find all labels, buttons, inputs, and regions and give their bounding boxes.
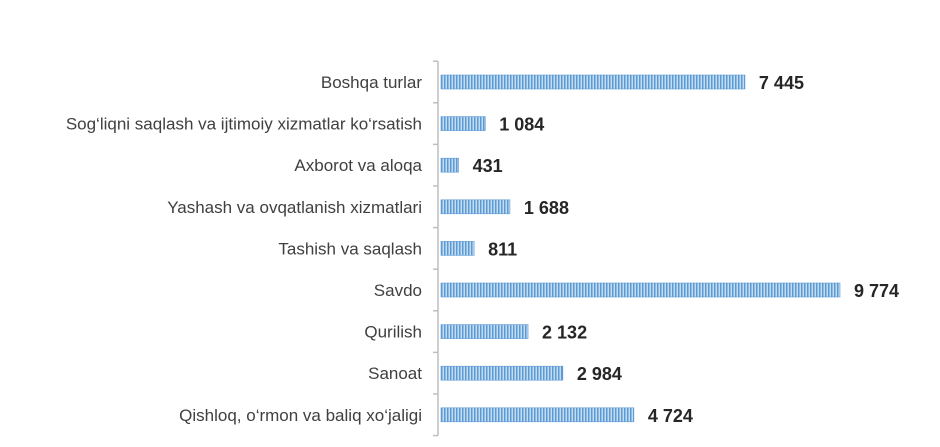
category-label: Sog‘liqni saqlash va ijtimoiy xizmatlar … <box>66 115 422 134</box>
value-label: 431 <box>473 156 503 176</box>
value-labels: 7 445 1 084 431 1 688 811 9 774 2 132 2 984 4 72… <box>473 73 899 426</box>
value-label: 2 984 <box>577 364 622 384</box>
category-label: Qishloq, o‘rmon va baliq xo‘jaligi <box>179 406 422 425</box>
category-label: Sanoat <box>368 364 422 383</box>
bar <box>440 241 475 256</box>
bar <box>440 116 486 131</box>
category-label: Savdo <box>374 281 422 300</box>
value-label: 2 132 <box>542 323 587 343</box>
value-label: 4 724 <box>648 406 693 426</box>
category-label: Tashish va saqlash <box>278 239 422 258</box>
category-label: Qurilish <box>364 323 422 342</box>
value-label: 811 <box>488 239 517 259</box>
category-label: Boshqa turlar <box>321 73 422 92</box>
category-label: Yashash va ovqatlanish xizmatlari <box>167 198 422 217</box>
category-labels: Boshqa turlar Sog‘liqni saqlash va ijtimo… <box>66 73 423 425</box>
bar <box>440 282 841 298</box>
bars <box>440 74 841 423</box>
value-label: 1 084 <box>499 115 544 135</box>
bar <box>440 74 746 90</box>
bar <box>440 199 511 215</box>
value-label: 9 774 <box>854 281 899 301</box>
value-label: 7 445 <box>759 73 804 93</box>
category-label: Axborot va aloqa <box>294 156 422 175</box>
bar <box>440 407 635 423</box>
value-label: 1 688 <box>524 198 569 218</box>
bar <box>440 324 529 339</box>
bar <box>440 365 564 381</box>
category-axis <box>433 60 439 437</box>
bar <box>440 157 459 173</box>
